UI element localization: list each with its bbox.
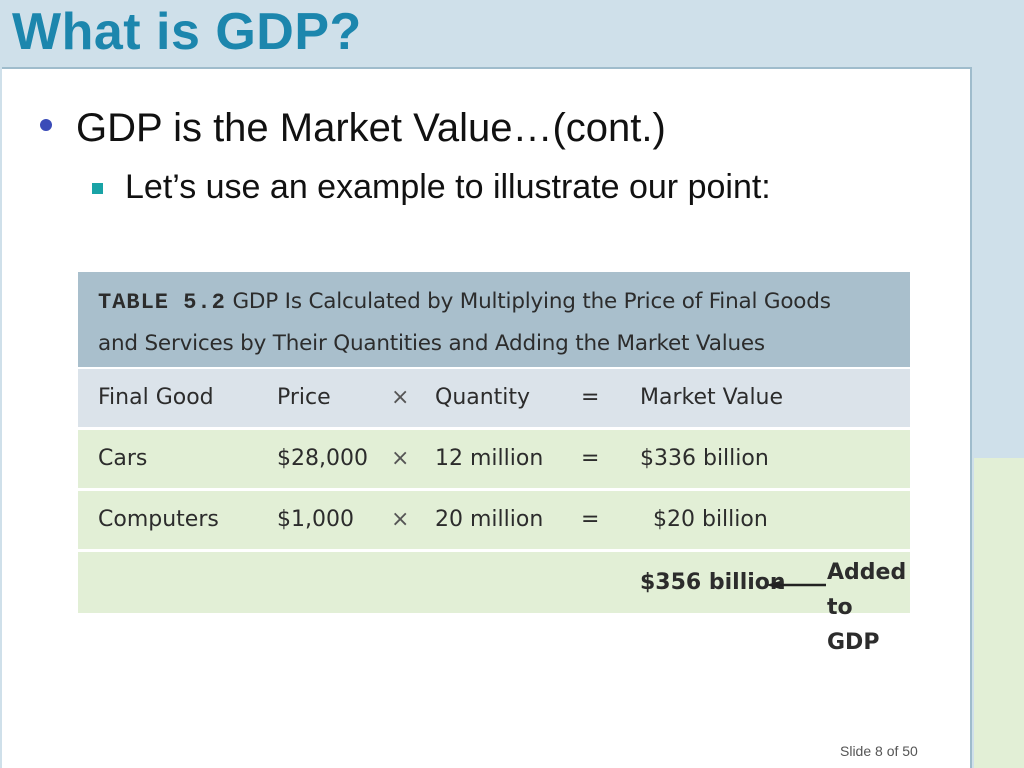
left-arrow-icon (766, 581, 826, 589)
decorative-strip (974, 458, 1024, 768)
table-caption-line1: GDP Is Calculated by Multiplying the Pri… (232, 289, 831, 314)
cell-quantity: 20 million (435, 507, 544, 532)
cell-equals: = (581, 507, 600, 532)
added-to-gdp-line1: Added (827, 560, 907, 585)
added-to-gdp-note: Added to GDP (827, 555, 910, 660)
col-header-final-good: Final Good (98, 385, 214, 410)
slide-number: Slide 8 of 50 (840, 743, 918, 759)
bullet-level2: Let’s use an example to illustrate our p… (92, 168, 771, 207)
col-header-times: × (391, 385, 410, 410)
cell-times: × (391, 446, 410, 471)
bullet-level1-text: GDP is the Market Value…(cont.) (76, 106, 666, 150)
added-to-gdp-line2: to GDP (827, 595, 880, 655)
bullet-dot-icon (40, 119, 52, 131)
col-header-quantity: Quantity (435, 385, 531, 410)
cell-price: $28,000 (277, 446, 368, 471)
bullet-level2-text: Let’s use an example to illustrate our p… (125, 168, 771, 206)
gdp-table: TABLE 5.2 GDP Is Calculated by Multiplyi… (78, 272, 910, 655)
table-total-row: $356 billion Added to GDP (78, 552, 910, 655)
cell-price: $1,000 (277, 507, 354, 532)
cell-market-value: $336 billion (640, 446, 769, 471)
table-row: Computers $1,000 × 20 million = $20 bill… (78, 491, 910, 549)
table-caption-line2: and Services by Their Quantities and Add… (98, 331, 765, 356)
cell-quantity: 12 million (435, 446, 544, 471)
cell-final-good: Computers (98, 507, 219, 532)
bullet-square-icon (92, 183, 103, 194)
table-label: TABLE 5.2 (98, 290, 226, 315)
table-caption: TABLE 5.2 GDP Is Calculated by Multiplyi… (78, 272, 910, 367)
cell-equals: = (581, 446, 600, 471)
bullet-level1: GDP is the Market Value…(cont.) (40, 106, 666, 151)
table-row: Cars $28,000 × 12 million = $336 billion (78, 430, 910, 488)
slide-title: What is GDP? (12, 3, 362, 61)
cell-times: × (391, 507, 410, 532)
cell-market-value: $20 billion (653, 507, 768, 532)
total-market-value: $356 billion (640, 570, 786, 595)
col-header-market-value: Market Value (640, 385, 784, 410)
table-column-headers: Final Good Price × Quantity = Market Val… (78, 369, 910, 427)
cell-final-good: Cars (98, 446, 148, 471)
col-header-price: Price (277, 385, 331, 410)
col-header-equals: = (581, 385, 600, 410)
